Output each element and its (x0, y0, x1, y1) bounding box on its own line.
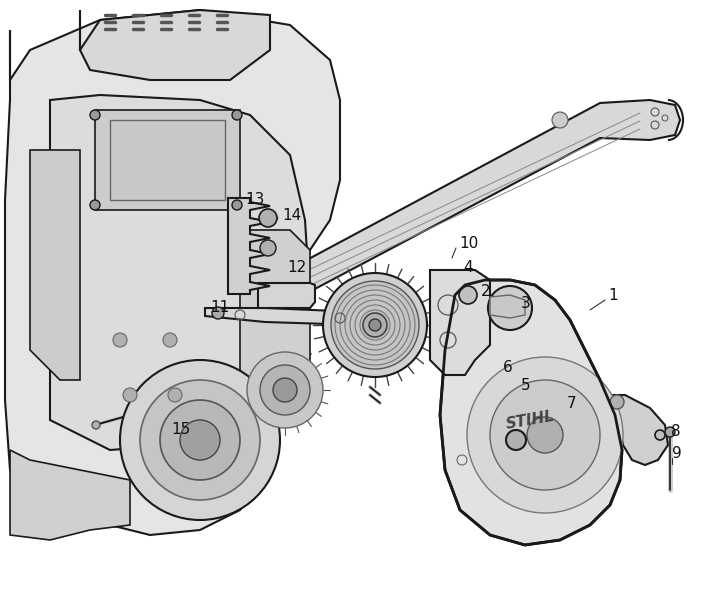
Circle shape (459, 286, 477, 304)
Circle shape (113, 333, 127, 347)
Circle shape (260, 240, 276, 256)
Text: 14: 14 (282, 207, 301, 223)
Text: 11: 11 (210, 300, 230, 316)
Circle shape (467, 357, 623, 513)
Polygon shape (430, 270, 490, 375)
Text: 13: 13 (245, 193, 265, 207)
Circle shape (260, 365, 310, 415)
Circle shape (273, 378, 297, 402)
Circle shape (488, 286, 532, 330)
Circle shape (160, 400, 240, 480)
Circle shape (120, 360, 280, 520)
Polygon shape (440, 280, 622, 545)
Circle shape (369, 319, 381, 331)
Circle shape (506, 430, 526, 450)
Text: 5: 5 (521, 378, 531, 394)
Polygon shape (50, 95, 310, 450)
Circle shape (552, 112, 568, 128)
Circle shape (140, 380, 260, 500)
Circle shape (490, 380, 600, 490)
Polygon shape (490, 295, 525, 318)
Circle shape (90, 200, 100, 210)
Polygon shape (260, 100, 680, 318)
Text: 3: 3 (521, 296, 531, 312)
Text: 10: 10 (459, 236, 478, 250)
Text: 9: 9 (672, 447, 682, 461)
Text: 1: 1 (608, 288, 618, 302)
Polygon shape (30, 150, 80, 380)
Polygon shape (608, 395, 668, 465)
Circle shape (247, 352, 323, 428)
Polygon shape (5, 10, 340, 535)
Text: STIHL: STIHL (504, 408, 556, 431)
Circle shape (180, 420, 220, 460)
Circle shape (212, 307, 224, 319)
Circle shape (232, 110, 242, 120)
Text: 15: 15 (171, 422, 190, 438)
Text: 7: 7 (567, 395, 576, 411)
Circle shape (610, 395, 624, 409)
Polygon shape (228, 198, 270, 294)
Circle shape (232, 200, 242, 210)
Polygon shape (258, 283, 315, 308)
Polygon shape (240, 230, 310, 400)
Text: 4: 4 (463, 259, 472, 275)
Circle shape (363, 313, 387, 337)
Circle shape (163, 333, 177, 347)
Circle shape (331, 281, 419, 369)
Polygon shape (80, 10, 270, 80)
Circle shape (168, 388, 182, 402)
Text: 8: 8 (671, 425, 681, 439)
Text: 2: 2 (481, 283, 491, 299)
Circle shape (92, 421, 100, 429)
Circle shape (259, 209, 277, 227)
Text: 12: 12 (287, 261, 306, 275)
Polygon shape (95, 110, 240, 210)
Circle shape (90, 110, 100, 120)
Polygon shape (205, 308, 370, 325)
Circle shape (655, 430, 665, 440)
Circle shape (502, 300, 518, 316)
Circle shape (527, 417, 563, 453)
Circle shape (123, 388, 137, 402)
Polygon shape (10, 450, 130, 540)
Polygon shape (110, 120, 225, 200)
Circle shape (665, 427, 675, 437)
Circle shape (323, 273, 427, 377)
Text: 6: 6 (503, 360, 512, 376)
